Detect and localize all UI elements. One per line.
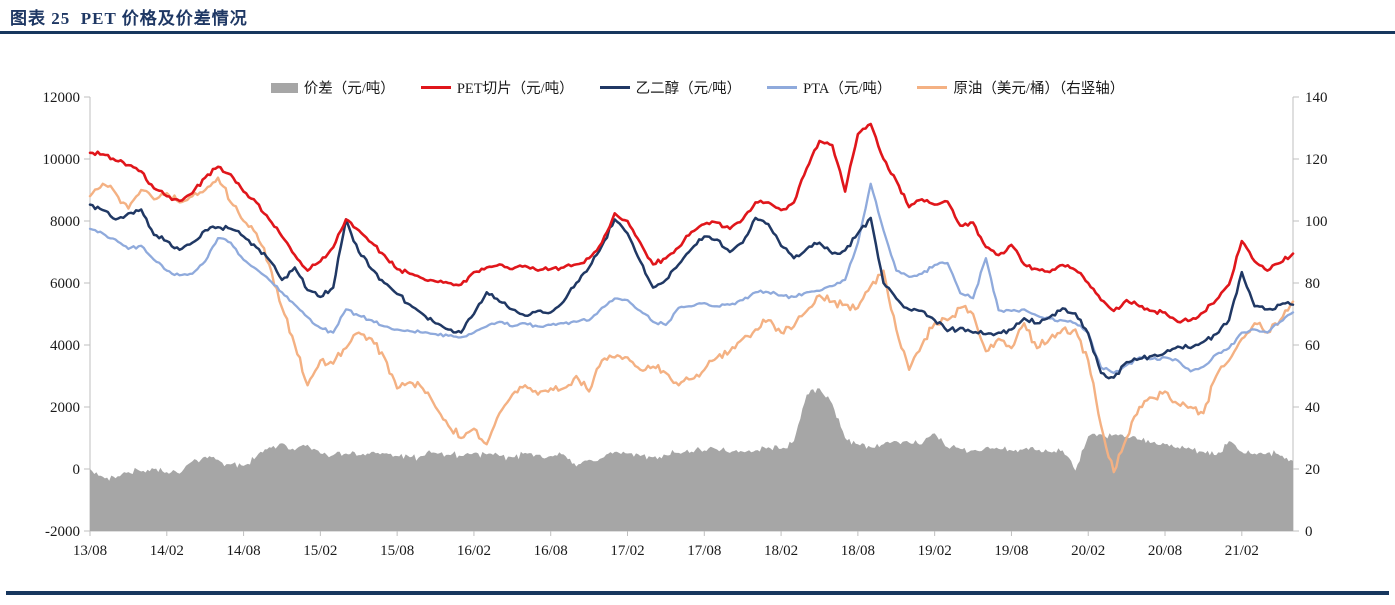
- y-right-tick-label: 20: [1305, 462, 1320, 478]
- x-tick-label: 14/02: [150, 543, 184, 559]
- y-left-tick-label: 6000: [50, 276, 80, 292]
- y-right-tick-label: 80: [1305, 276, 1320, 292]
- series-spread: [90, 388, 1293, 531]
- y-left-tick-label: 12000: [43, 90, 81, 106]
- y-left-tick-label: 2000: [50, 400, 80, 416]
- y-left-tick-label: 8000: [50, 214, 80, 230]
- title-underline-rule: [0, 31, 1395, 34]
- x-tick-label: 19/02: [918, 543, 952, 559]
- x-tick-label: 21/02: [1225, 543, 1259, 559]
- bottom-border-rule: [6, 591, 1389, 595]
- x-tick-label: 20/02: [1071, 543, 1105, 559]
- x-tick-label: 18/08: [841, 543, 875, 559]
- y-left-tick-label: 4000: [50, 338, 80, 354]
- x-tick-label: 17/08: [687, 543, 721, 559]
- series-pta: [88, 182, 1295, 375]
- series-meg: [88, 203, 1295, 380]
- y-axis-right: 0 20 40 60 80 100 120 140: [1292, 90, 1328, 540]
- y-left-tick-label: 0: [73, 462, 81, 478]
- y-right-tick-label: 100: [1305, 214, 1328, 230]
- x-tick-label: 20/08: [1148, 543, 1182, 559]
- y-right-tick-label: 120: [1305, 152, 1328, 168]
- y-left-tick-label: -2000: [45, 524, 80, 540]
- y-right-tick-label: 60: [1305, 338, 1320, 354]
- x-tick-label: 17/02: [610, 543, 644, 559]
- x-tick-label: 14/08: [226, 543, 260, 559]
- x-tick-label: 13/08: [73, 543, 107, 559]
- y-left-tick-label: 10000: [43, 152, 81, 168]
- x-tick-label: 19/08: [994, 543, 1028, 559]
- y-right-tick-label: 40: [1305, 400, 1320, 416]
- x-tick-label: 18/02: [764, 543, 798, 559]
- x-axis: 13/08 14/02 14/08 15/02 15/08 16/02 16/08 17/02…: [73, 530, 1293, 559]
- y-right-tick-label: 0: [1305, 524, 1313, 540]
- x-tick-label: 16/02: [457, 543, 491, 559]
- x-tick-label: 15/02: [303, 543, 337, 559]
- y-right-tick-label: 140: [1305, 90, 1328, 106]
- x-tick-label: 16/08: [534, 543, 568, 559]
- y-axis-left: -2000 0 2000 4000 6000 8000 10000 12000: [43, 90, 91, 540]
- x-tick-label: 15/08: [380, 543, 414, 559]
- series-crude: [88, 176, 1295, 474]
- page-title: 图表 25 PET 价格及价差情况: [10, 9, 248, 28]
- series-pet-chip: [88, 122, 1295, 324]
